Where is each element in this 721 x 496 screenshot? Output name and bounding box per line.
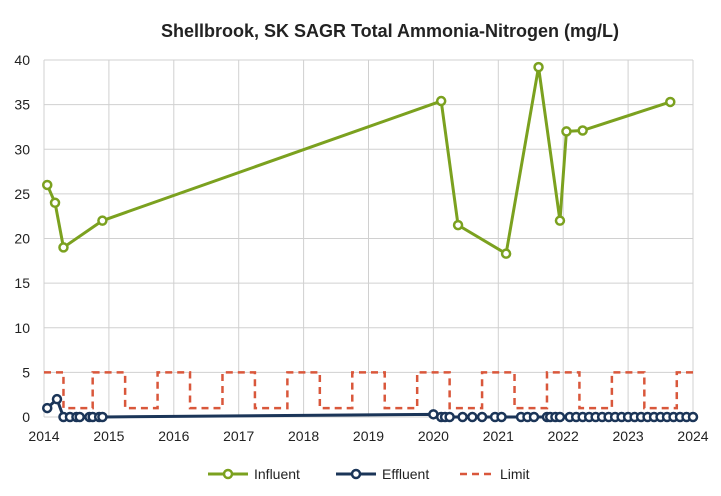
x-tick-label: 2022 — [548, 428, 579, 444]
x-tick-label: 2014 — [28, 428, 59, 444]
series-influent — [41, 61, 676, 259]
effluent-point — [476, 411, 488, 423]
series-effluent — [41, 393, 699, 423]
y-tick-label: 25 — [14, 186, 30, 202]
effluent-point — [457, 411, 468, 423]
legend: Influent Effluent Limit — [208, 466, 530, 482]
influent-point — [41, 179, 53, 191]
influent-point — [665, 96, 676, 108]
y-tick-label: 10 — [14, 320, 30, 336]
effluent-point — [467, 411, 478, 423]
influent-point — [577, 125, 588, 136]
x-tick-label: 2016 — [158, 428, 189, 444]
influent-point — [533, 61, 544, 73]
effluent-point — [41, 402, 53, 414]
influent-point — [561, 126, 572, 137]
x-tick-label: 2024 — [677, 428, 708, 444]
legend-label: Influent — [254, 466, 300, 482]
grid — [43, 59, 694, 418]
legend-marker — [350, 468, 362, 480]
effluent-point — [51, 393, 63, 405]
effluent-point — [444, 411, 455, 423]
y-tick-label: 40 — [14, 52, 30, 68]
series — [41, 61, 699, 423]
x-tick-label: 2018 — [288, 428, 319, 444]
y-tick-label: 0 — [22, 409, 30, 425]
x-tick-label: 2015 — [93, 428, 124, 444]
x-tick-label: 2017 — [223, 428, 254, 444]
influent-point — [97, 215, 108, 226]
legend-marker — [222, 468, 234, 480]
influent-point — [554, 215, 566, 226]
y-tick-label: 35 — [14, 97, 30, 113]
chart-title: Shellbrook, SK SAGR Total Ammonia-Nitrog… — [161, 21, 619, 41]
x-tick-label: 2020 — [418, 428, 449, 444]
effluent-point — [687, 411, 699, 423]
legend-label: Effluent — [382, 466, 429, 482]
effluent-point — [496, 411, 507, 423]
influent-point — [435, 95, 447, 107]
x-tick-label: 2019 — [353, 428, 384, 444]
legend-label: Limit — [500, 466, 530, 482]
influent-point — [500, 248, 512, 259]
axis-tick-labels: 2014 2015 2016 2017 2018 2019 2020 2021 2022 2023… — [14, 52, 708, 444]
influent-point — [58, 242, 69, 253]
influent-point — [452, 219, 464, 231]
y-tick-label: 30 — [14, 141, 30, 157]
effluent-point — [554, 411, 566, 423]
effluent-point — [528, 411, 540, 423]
influent-point — [49, 197, 61, 209]
legend-item-influent: Influent — [208, 466, 300, 482]
effluent-point — [74, 411, 85, 423]
x-tick-label: 2021 — [483, 428, 514, 444]
y-tick-label: 5 — [22, 364, 30, 380]
legend-item-effluent: Effluent — [336, 466, 429, 482]
legend-item-limit: Limit — [460, 466, 530, 482]
y-tick-label: 20 — [14, 231, 30, 247]
influent-line — [45, 65, 671, 256]
effluent-point — [97, 411, 108, 423]
y-tick-label: 15 — [14, 275, 30, 291]
x-tick-label: 2023 — [613, 428, 644, 444]
